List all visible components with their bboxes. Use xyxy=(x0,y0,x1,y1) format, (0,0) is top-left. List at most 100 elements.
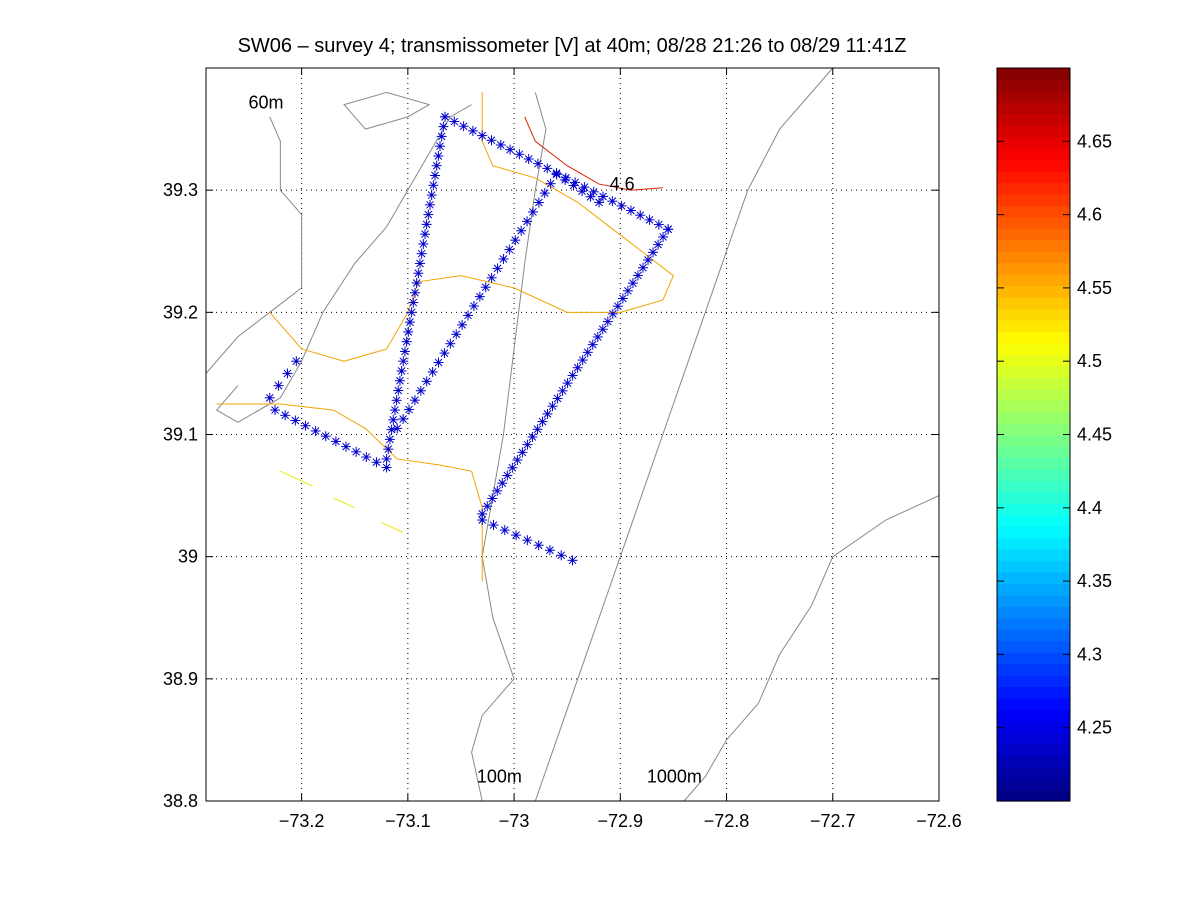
colorbar-band xyxy=(997,549,1070,562)
marker-stroke xyxy=(505,245,514,254)
x-tick-label: −73.2 xyxy=(279,811,325,831)
marker-stroke xyxy=(399,357,408,366)
y-tick-label: 38.9 xyxy=(163,669,198,689)
colorbar-tick-label: 4.25 xyxy=(1077,718,1112,738)
data-point xyxy=(567,370,578,381)
colorbar-band xyxy=(997,354,1070,367)
colorbar-band xyxy=(997,125,1070,138)
marker-stroke xyxy=(450,117,459,126)
data-point xyxy=(582,347,593,358)
isobath-line xyxy=(343,91,431,130)
data-point xyxy=(458,121,469,132)
marker-stroke xyxy=(409,298,418,307)
x-tick-label: −72.7 xyxy=(810,811,856,831)
colorbar-band xyxy=(997,686,1070,699)
data-point xyxy=(463,310,474,321)
marker-stroke xyxy=(517,226,526,235)
data-point xyxy=(426,190,437,201)
isobath-line xyxy=(215,104,472,423)
data-point xyxy=(435,141,446,152)
marker-stroke xyxy=(478,516,487,524)
data-point xyxy=(391,395,402,406)
data-point xyxy=(401,336,412,347)
marker-stroke xyxy=(617,201,626,210)
marker-stroke xyxy=(649,248,657,257)
marker-stroke xyxy=(523,440,532,449)
data-point xyxy=(371,457,382,468)
data-point xyxy=(361,452,372,463)
data-point xyxy=(394,375,405,386)
marker-stroke xyxy=(634,271,642,280)
marker-stroke xyxy=(458,321,466,329)
data-point xyxy=(270,405,281,416)
data-point xyxy=(439,348,450,359)
marker-stroke xyxy=(654,220,663,229)
marker-stroke xyxy=(543,410,552,418)
colorbar-band xyxy=(997,331,1070,344)
colorbar-tick-label: 4.35 xyxy=(1077,571,1112,591)
data-point xyxy=(507,462,518,473)
marker-stroke xyxy=(603,317,612,326)
data-point xyxy=(523,154,534,165)
marker-stroke xyxy=(553,394,562,403)
marker-stroke xyxy=(493,264,502,273)
data-point xyxy=(516,225,527,236)
data-point xyxy=(587,339,598,350)
data-point xyxy=(300,420,311,431)
data-point xyxy=(577,186,588,197)
colorbar-band xyxy=(997,732,1070,745)
marker-stroke xyxy=(627,206,635,215)
isobath-line xyxy=(683,495,939,801)
data-point xyxy=(542,408,553,419)
marker-stroke xyxy=(557,551,566,560)
marker-stroke xyxy=(487,136,496,145)
data-point xyxy=(449,116,460,127)
colorbar-tick-label: 4.45 xyxy=(1077,425,1112,445)
contour-line xyxy=(381,522,403,533)
marker-stroke xyxy=(281,411,290,420)
marker-stroke xyxy=(311,427,320,435)
colorbar: 4.25 4.3 4.35 4.4 4.45 4.5 4.55 4.6 4.65 xyxy=(996,67,1112,802)
colorbar-band xyxy=(997,136,1070,149)
data-point xyxy=(280,410,291,421)
marker-stroke xyxy=(619,294,627,303)
marker-stroke xyxy=(523,536,532,545)
contour-layer xyxy=(216,92,675,582)
y-axis: 38.8 38.9 39 39.1 39.2 39.3 xyxy=(163,180,939,811)
isobath-line xyxy=(534,68,834,801)
marker-stroke xyxy=(416,259,424,268)
marker-stroke xyxy=(639,263,647,272)
marker-stroke xyxy=(483,502,492,511)
contour-line xyxy=(280,470,313,487)
marker-stroke xyxy=(540,189,549,197)
data-point xyxy=(467,125,478,136)
data-point xyxy=(381,453,392,464)
colorbar-band xyxy=(997,503,1070,516)
chart-title: SW06 – survey 4; transmissometer [V] at … xyxy=(238,35,907,57)
contour-line xyxy=(216,403,483,582)
marker-stroke xyxy=(608,197,617,206)
marker-stroke xyxy=(271,406,279,414)
marker-stroke xyxy=(543,164,552,173)
marker-stroke xyxy=(578,187,586,195)
marker-stroke xyxy=(432,161,441,170)
marker-stroke xyxy=(394,386,403,395)
data-point xyxy=(551,169,562,180)
marker-stroke xyxy=(546,546,554,555)
data-point xyxy=(545,178,556,189)
colorbar-ticks: 4.25 4.3 4.35 4.4 4.45 4.5 4.55 4.6 4.65 xyxy=(997,131,1112,738)
marker-stroke xyxy=(393,424,402,433)
colorbar-band xyxy=(997,297,1070,310)
data-point xyxy=(406,307,417,318)
marker-stroke xyxy=(283,369,292,378)
marker-stroke xyxy=(595,198,603,207)
marker-stroke xyxy=(624,286,632,295)
marker-stroke xyxy=(568,371,577,380)
data-point xyxy=(487,493,498,504)
data-point xyxy=(330,436,341,447)
marker-stroke xyxy=(593,333,602,341)
marker-stroke xyxy=(598,325,607,334)
marker-stroke xyxy=(387,425,396,434)
marker-stroke xyxy=(452,330,461,339)
